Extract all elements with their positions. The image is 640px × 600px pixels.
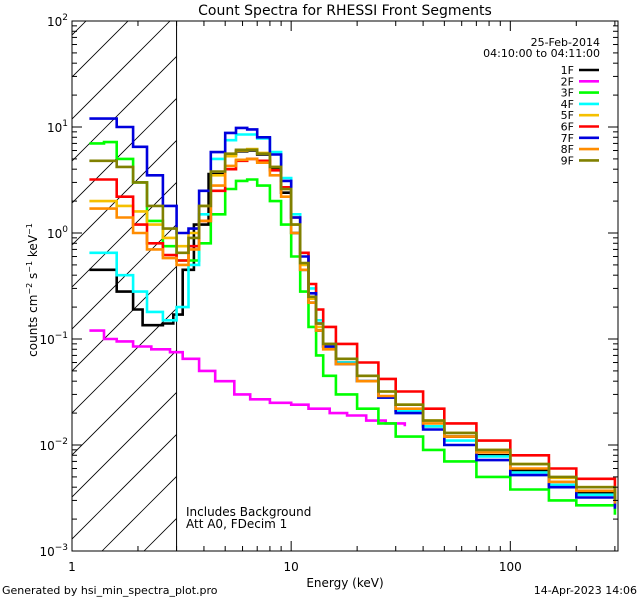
hatch-line (72, 181, 177, 288)
series-layer (89, 117, 617, 515)
hatch-line (228, 0, 640, 551)
y-tick-label: 10−3 (39, 543, 68, 559)
legend-label-8F: 8F (561, 143, 574, 156)
y-label-mid: s (26, 273, 40, 283)
x-tick-label: 10 (284, 560, 299, 574)
y-tick-label: 10−2 (39, 437, 68, 453)
annotation-attenuator: Att A0, FDecim 1 (186, 517, 287, 531)
series-8F-line (89, 157, 617, 504)
hatch-line (72, 21, 129, 78)
y-axis-label: counts cm−2 s−1 keV−1 (25, 223, 40, 357)
hatch-line (72, 21, 171, 120)
generated-by-label: Generated by hsi_min_spectra_plot.pro (2, 584, 218, 597)
y-label-exp3: −1 (25, 223, 34, 235)
series-7F-line (89, 117, 617, 509)
y-tick-label: 10−1 (39, 331, 68, 347)
legend-label-4F: 4F (561, 98, 574, 111)
x-tick-label: 100 (499, 560, 522, 574)
x-tick-label: 1 (68, 560, 76, 574)
date-label: 25-Feb-2014 (531, 36, 600, 49)
series-3F-line (89, 140, 617, 515)
hatch-line (72, 433, 177, 540)
time-range-label: 04:10:00 to 04:11:00 (483, 47, 600, 60)
legend-label-2F: 2F (561, 75, 574, 88)
y-tick-label: 102 (47, 13, 68, 29)
hatch-line (0, 0, 114, 551)
x-axis-label: Energy (keV) (306, 576, 383, 590)
legend-label-6F: 6F (561, 121, 574, 134)
hatch-lines (0, 0, 640, 551)
legend-label-5F: 5F (561, 109, 574, 122)
hatch-line (72, 97, 177, 204)
series-9F-line (89, 148, 617, 501)
hatch-line (72, 223, 177, 330)
y-tick-label: 101 (47, 119, 68, 135)
y-tick-label: 100 (47, 225, 68, 241)
chart-title: Count Spectra for RHESSI Front Segments (198, 3, 492, 19)
hatch-line (72, 55, 177, 162)
axis-ticks (71, 20, 618, 552)
annotation-background: Includes Background (186, 505, 311, 519)
legend-label-7F: 7F (561, 132, 574, 145)
series-1F-line (89, 149, 617, 507)
y-label-exp2: −1 (25, 261, 34, 273)
hatch-line (606, 0, 640, 551)
legend-label-1F: 1F (561, 64, 574, 77)
legend-label-9F: 9F (561, 154, 574, 167)
plot-frame (71, 20, 619, 552)
timestamp-label: 14-Apr-2023 14:06 (534, 584, 637, 597)
tick-labels: 1 10 100 10−3 10−2 10−1 100 101 102 (39, 13, 521, 574)
hatch-line (72, 307, 177, 414)
hatch-line (72, 391, 177, 498)
hatched-region (0, 0, 640, 551)
y-label-end: keV (26, 234, 40, 261)
legend-label-3F: 3F (561, 87, 574, 100)
hatch-line (270, 0, 640, 551)
y-label-base: counts cm (26, 295, 40, 357)
hatch-line (354, 0, 640, 551)
hatch-line (72, 349, 177, 456)
y-label-exp1: −2 (25, 283, 34, 295)
series-2F-line (89, 329, 407, 427)
